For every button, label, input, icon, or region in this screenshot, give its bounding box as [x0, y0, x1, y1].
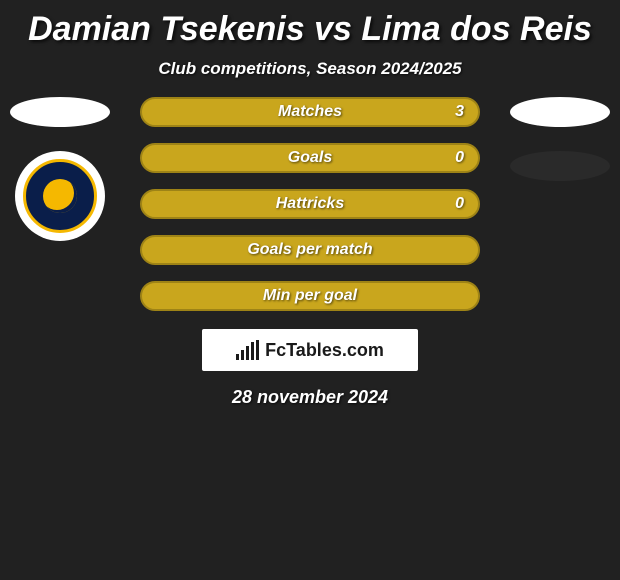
stat-label: Matches: [278, 103, 342, 121]
ball-icon: [43, 179, 77, 213]
stat-row-matches: Matches 3: [140, 97, 480, 127]
stat-row-min-per-goal: Min per goal: [140, 281, 480, 311]
player-right-head-icon: [510, 97, 610, 127]
page-title: Damian Tsekenis vs Lima dos Reis: [0, 0, 620, 53]
stat-label: Hattricks: [276, 195, 344, 213]
stat-label: Min per goal: [263, 287, 357, 305]
snapshot-date: 28 november 2024: [0, 387, 620, 408]
stat-row-goals-per-match: Goals per match: [140, 235, 480, 265]
branding-text: FcTables.com: [265, 340, 384, 361]
stat-value: 3: [455, 103, 464, 121]
stat-value: 0: [455, 149, 464, 167]
player-left-column: [5, 97, 115, 241]
player-left-head-icon: [10, 97, 110, 127]
player-right-club-placeholder-icon: [510, 151, 610, 181]
branding-badge[interactable]: FcTables.com: [202, 329, 418, 371]
stats-rows: Matches 3 Goals 0 Hattricks 0 Goals per …: [140, 97, 480, 311]
stat-label: Goals per match: [247, 241, 372, 259]
bar-chart-icon: [236, 340, 259, 360]
stat-value: 0: [455, 195, 464, 213]
compare-section: Matches 3 Goals 0 Hattricks 0 Goals per …: [0, 97, 620, 311]
stat-label: Goals: [288, 149, 332, 167]
stat-row-hattricks: Hattricks 0: [140, 189, 480, 219]
page-subtitle: Club competitions, Season 2024/2025: [0, 53, 620, 97]
stat-row-goals: Goals 0: [140, 143, 480, 173]
player-left-club-badge: [15, 151, 105, 241]
player-right-column: [505, 97, 615, 181]
mariners-badge-icon: [23, 159, 97, 233]
